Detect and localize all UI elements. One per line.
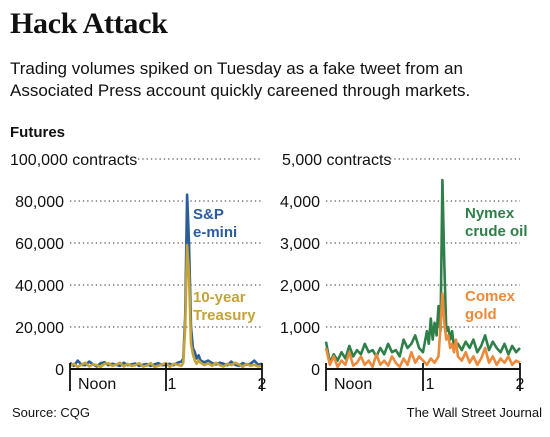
series-label-line: Treasury: [193, 307, 256, 324]
y-tick-label: 100,000 contracts: [10, 152, 137, 169]
x-tick-label: 2: [258, 376, 267, 393]
series-label-1: 10-year Treasury: [193, 289, 256, 324]
right-chart-panel: 0 1,000 2,000 3,000 4,000 5,000 contracts Nyme…: [280, 152, 528, 393]
series-label-0: Nymex crude oil: [465, 205, 528, 240]
series-label-line: S&P: [193, 206, 224, 223]
series-line-1: [324, 292, 521, 369]
x-tick-label: Noon: [334, 376, 372, 393]
y-tick-label: 40,000: [15, 278, 64, 295]
series-label-line: gold: [465, 306, 497, 323]
y-tick-label: 4,000: [280, 194, 320, 211]
series-line-0: [69, 193, 263, 368]
x-tick-label: Noon: [78, 376, 116, 393]
series-label-0: S&P e-mini: [193, 206, 237, 241]
series-label-line: 10-year: [193, 289, 246, 306]
series-label-line: e-mini: [193, 224, 237, 241]
section-label-futures: Futures: [10, 124, 66, 141]
series-line-0: [324, 178, 521, 365]
y-tick-label: 0: [55, 362, 64, 379]
y-tick-label: 20,000: [15, 320, 64, 337]
x-tick-label: 1: [426, 376, 435, 393]
y-tick-label: 5,000 contracts: [282, 152, 391, 169]
series-label-1: Comex gold: [465, 288, 516, 323]
series-label-line: Nymex: [465, 205, 515, 222]
y-tick-label: 3,000: [280, 236, 320, 253]
y-tick-label: 80,000: [15, 194, 64, 211]
series-label-line: Comex: [465, 288, 516, 305]
chart-title: Hack Attack: [10, 7, 168, 40]
y-tick-label: 1,000: [280, 320, 320, 337]
left-chart-panel: 0 20,000 40,000 60,000 80,000 100,000 contrac…: [10, 152, 267, 393]
x-tick-label: 1: [168, 376, 177, 393]
series-line-1: [69, 243, 263, 369]
source-note: Source: CQG: [12, 405, 91, 420]
x-tick-label: 2: [516, 376, 525, 393]
publisher-credit: The Wall Street Journal: [406, 405, 542, 420]
series-label-line: crude oil: [465, 223, 528, 240]
y-tick-label: 60,000: [15, 236, 64, 253]
chart-subtitle: Trading volumes spiked on Tuesday as a f…: [10, 59, 471, 100]
y-tick-label: 2,000: [280, 278, 320, 295]
y-tick-label: 0: [311, 362, 320, 379]
